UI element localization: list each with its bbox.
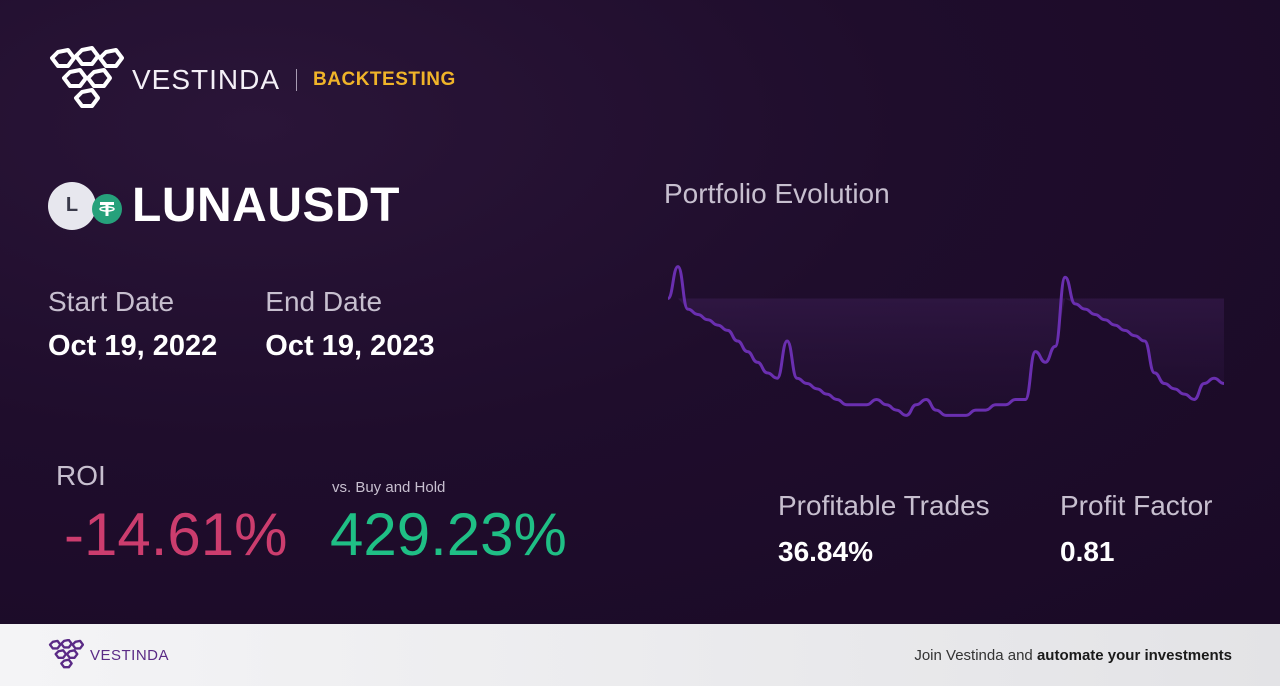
chart-title: Portfolio Evolution	[664, 178, 890, 209]
trading-pair: L LUNAUSDT	[48, 178, 400, 233]
start-date-value: Oct 19, 2022	[48, 330, 218, 362]
end-date-label: End Date	[265, 286, 383, 317]
portfolio-series-line	[666, 265, 1225, 417]
luna-coin-icon: L	[48, 181, 96, 230]
footer: VESTINDA Join Vestinda and automate your…	[0, 624, 1280, 686]
roi-value: -14.61%	[64, 501, 288, 568]
profit-factor-label: Profit Factor	[1060, 490, 1213, 521]
start-date: Start Date Oct 19, 2022	[48, 286, 217, 363]
header-divider	[296, 69, 298, 91]
date-range: Start Date Oct 19, 2022 End Date Oct 19,…	[48, 286, 483, 363]
buy-hold-label: vs. Buy and Hold	[332, 479, 446, 496]
footer-cta[interactable]: Join Vestinda and automate your investme…	[914, 647, 1232, 664]
footer-cta-prefix: Join Vestinda and	[914, 646, 1033, 664]
vestinda-logo-icon	[50, 46, 124, 108]
tether-coin-icon	[92, 193, 122, 224]
footer-cta-bold: automate your investments	[1036, 646, 1232, 664]
roi-label: ROI	[56, 460, 106, 491]
chart-area	[668, 298, 1224, 416]
backtesting-tag: BACKTESTING	[313, 69, 456, 90]
header: VESTINDA BACKTESTING	[48, 46, 456, 114]
brand-name: VESTINDA	[132, 64, 281, 95]
pair-name: LUNAUSDT	[132, 179, 400, 232]
footer-brand[interactable]: VESTINDA	[48, 639, 169, 671]
portfolio-chart	[666, 265, 1225, 417]
vestinda-logo-icon	[48, 639, 84, 669]
buy-hold-value: 429.23%	[330, 501, 567, 568]
end-date-value: Oct 19, 2023	[265, 330, 435, 362]
profit-factor-value: 0.81	[1060, 536, 1115, 567]
profitable-trades-label: Profitable Trades	[778, 490, 990, 521]
profit-factor: Profit Factor 0.81	[1060, 490, 1212, 568]
profitable-trades-value: 36.84%	[778, 536, 873, 567]
start-date-label: Start Date	[48, 286, 175, 317]
footer-brand-name: VESTINDA	[90, 646, 170, 664]
end-date: End Date Oct 19, 2023	[265, 286, 434, 363]
backtest-card: VESTINDA BACKTESTING L LUNAUSDT Start Da…	[0, 0, 1280, 624]
profitable-trades: Profitable Trades 36.84%	[778, 490, 990, 568]
